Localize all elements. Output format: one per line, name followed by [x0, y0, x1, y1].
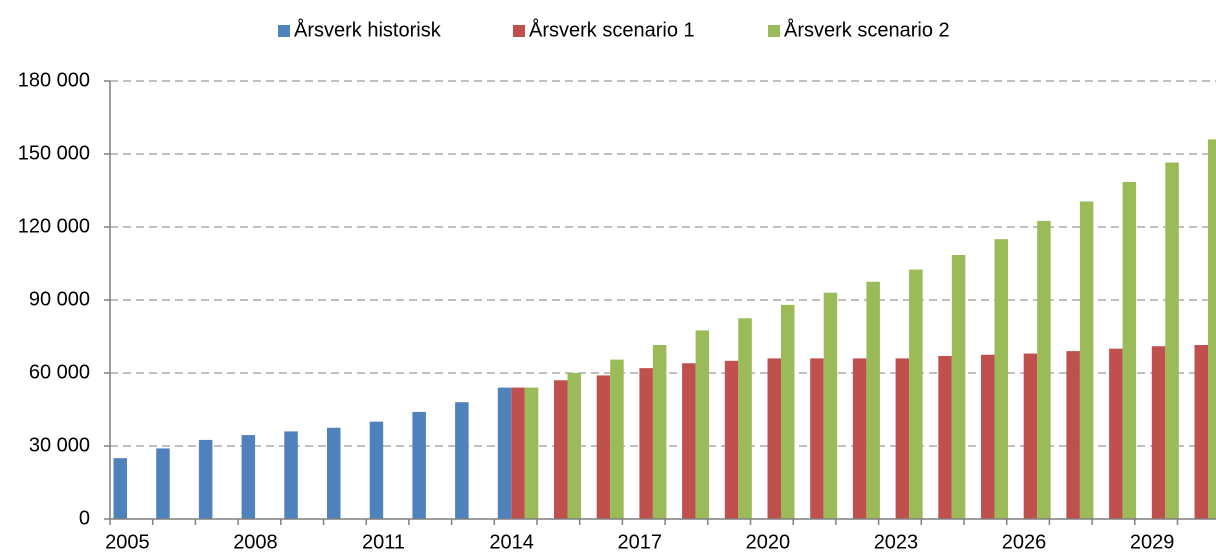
- bar: [455, 402, 469, 519]
- legend-swatch: [278, 25, 290, 37]
- bar: [554, 380, 568, 519]
- x-tick-label: 2020: [746, 531, 791, 553]
- bar: [951, 254, 966, 519]
- x-tick-label: 2017: [618, 531, 663, 553]
- bar: [1079, 201, 1094, 519]
- bar: [1037, 220, 1051, 519]
- bar: [810, 358, 824, 519]
- x-tick-label: 2008: [233, 531, 278, 553]
- bar: [284, 431, 298, 519]
- y-tick-label: 180 000: [18, 69, 90, 91]
- bar: [241, 435, 256, 519]
- bar: [981, 354, 995, 519]
- bar: [682, 363, 696, 519]
- bar: [639, 368, 653, 519]
- bar: [866, 281, 880, 519]
- bar: [113, 458, 127, 519]
- legend-swatch: [768, 25, 780, 37]
- x-tick-label: 2026: [1002, 531, 1047, 553]
- bar: [1165, 162, 1179, 519]
- x-tick-label: 2011: [362, 531, 405, 553]
- bar: [1066, 351, 1080, 519]
- bar: [895, 358, 910, 519]
- bar: [909, 269, 923, 519]
- y-tick-label: 120 000: [18, 215, 90, 237]
- bar: [511, 387, 525, 519]
- bar: [198, 439, 213, 519]
- bar: [1194, 345, 1208, 519]
- bar: [1122, 181, 1137, 519]
- bar: [1023, 353, 1038, 519]
- bar: [823, 292, 838, 519]
- bar: [781, 304, 795, 519]
- legend-label: Årsverk scenario 1: [529, 18, 695, 41]
- bar: [1208, 139, 1216, 519]
- x-tick-label: 2014: [489, 531, 534, 553]
- bar: [156, 448, 170, 519]
- bar: [724, 360, 739, 519]
- bar: [652, 345, 667, 519]
- bar: [767, 358, 781, 519]
- bar: [524, 387, 539, 519]
- bar: [994, 239, 1008, 519]
- x-tick-label: 2005: [105, 531, 150, 553]
- bar: [412, 411, 426, 519]
- bar: [610, 359, 624, 519]
- bar: [738, 318, 752, 519]
- bar: [938, 355, 952, 519]
- y-tick-label: 90 000: [29, 288, 90, 310]
- bar: [327, 427, 341, 519]
- y-tick-label: 150 000: [18, 142, 90, 164]
- bar: [852, 358, 867, 519]
- bar: [567, 373, 581, 519]
- bar: [497, 387, 512, 519]
- x-tick-label: 2029: [1130, 531, 1175, 553]
- x-tick-label: 2023: [874, 531, 919, 553]
- y-tick-label: 60 000: [29, 361, 90, 383]
- bar: [369, 421, 384, 519]
- legend-swatch: [513, 25, 525, 37]
- legend-label: Årsverk scenario 2: [784, 18, 950, 41]
- y-tick-label: 30 000: [29, 434, 90, 456]
- bar: [1151, 346, 1166, 519]
- legend-label: Årsverk historisk: [294, 18, 442, 41]
- bar: [1109, 348, 1123, 519]
- bar: [596, 375, 611, 519]
- bar: [695, 330, 710, 519]
- y-tick-label: 0: [79, 507, 90, 529]
